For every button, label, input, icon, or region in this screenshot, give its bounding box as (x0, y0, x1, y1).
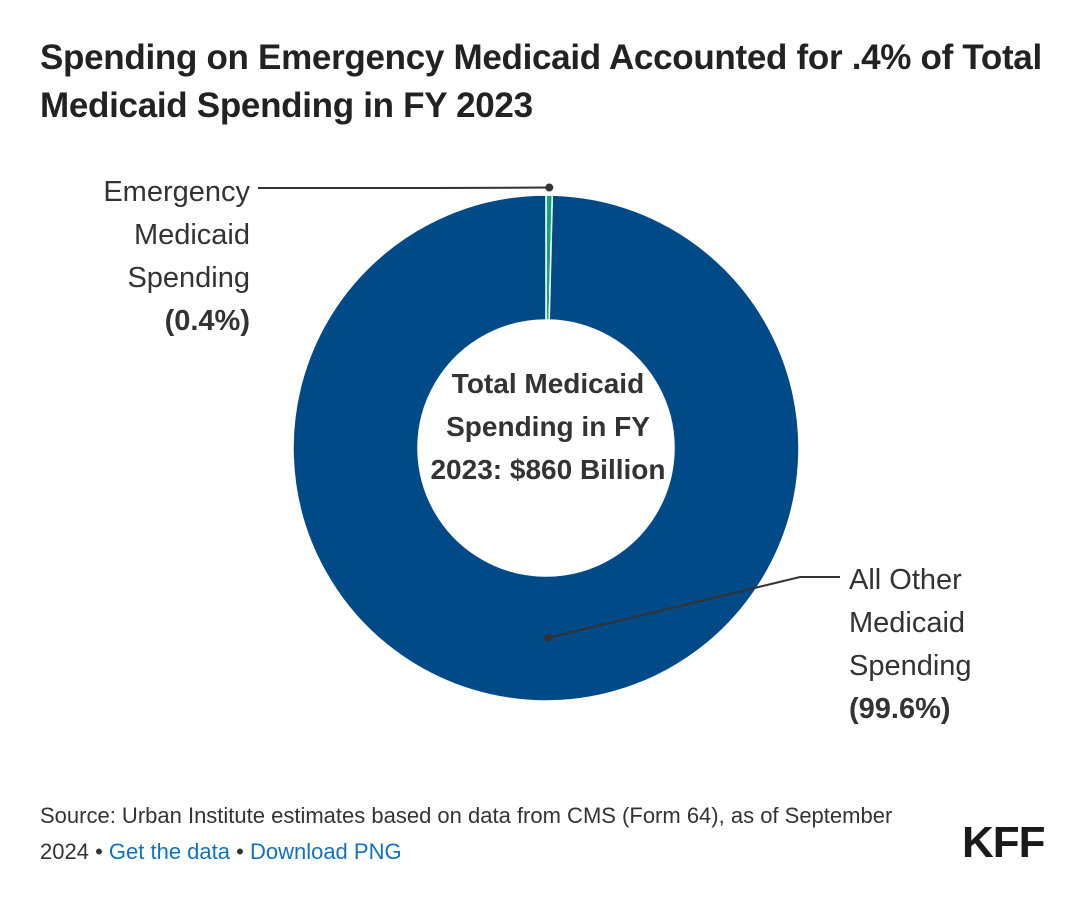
emergency-label-name: Emergency Medicaid Spending (103, 176, 250, 294)
kff-logo: KFF (962, 818, 1046, 867)
other-leader-line (547, 576, 840, 639)
separator: • (236, 839, 244, 864)
other-label-name: All Other Medicaid Spending (849, 564, 972, 682)
other-leader-line-dot (544, 634, 552, 642)
emergency-leader-line-dot (545, 183, 554, 192)
download-png-link[interactable]: Download PNG (249, 839, 402, 864)
separator: • (95, 839, 103, 864)
emergency-label-pct: (0.4%) (164, 305, 250, 337)
source-note: Source: Urban Institute estimates based … (40, 798, 920, 870)
get-data-link[interactable]: Get the data (108, 839, 230, 864)
emergency-label: Emergency Medicaid Spending (0.4%) (60, 171, 250, 343)
donut-slice-other (292, 194, 800, 702)
chart-title: Spending on Emergency Medicaid Accounted… (40, 38, 1042, 125)
source-text: Source: Urban Institute estimates based … (40, 803, 893, 864)
other-label-pct: (99.6%) (849, 693, 951, 725)
other-label: All Other Medicaid Spending (99.6%) (849, 559, 1029, 731)
center-label: Total Medicaid Spending in FY 2023: $860… (430, 368, 666, 485)
